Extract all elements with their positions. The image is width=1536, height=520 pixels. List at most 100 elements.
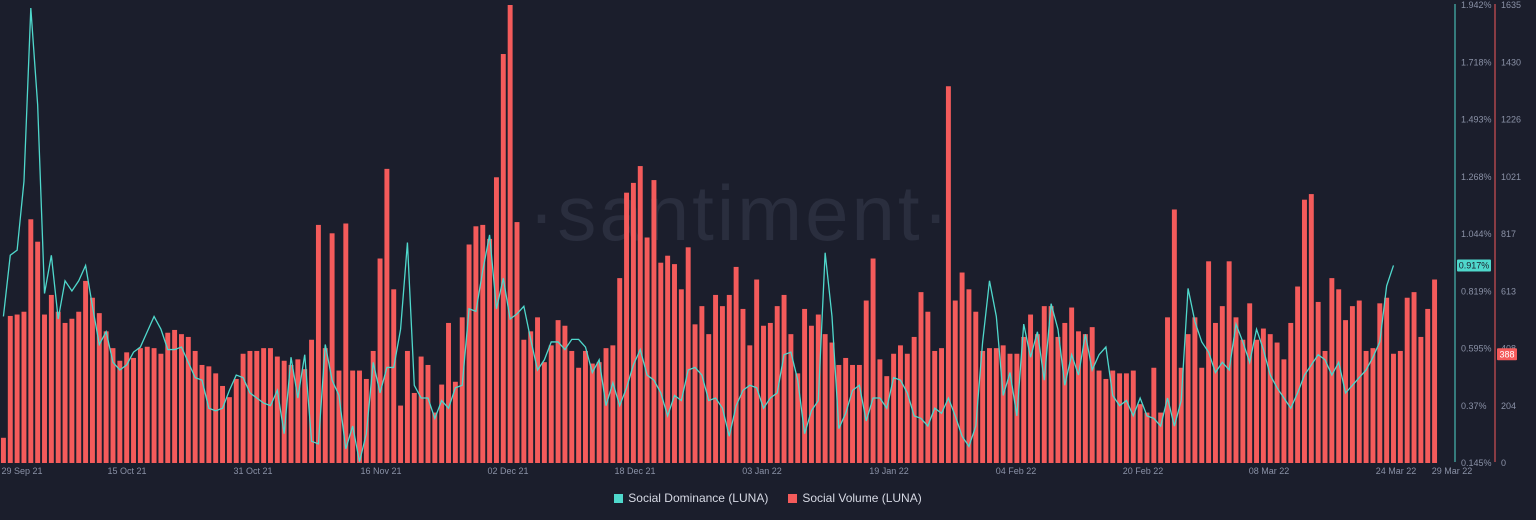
social-volume-bar	[1267, 334, 1273, 463]
social-volume-bar	[1028, 314, 1034, 463]
social-volume-bar	[939, 348, 945, 463]
social-volume-bar	[1288, 322, 1294, 463]
social-volume-bar	[131, 357, 136, 463]
social-volume-bar	[1076, 331, 1081, 463]
social-volume-bar	[1274, 342, 1280, 463]
social-volume-bar	[959, 272, 965, 463]
social-volume-bar	[870, 258, 876, 463]
social-volume-bar	[980, 350, 986, 463]
social-volume-bar	[288, 364, 294, 463]
social-volume-bar	[151, 348, 157, 463]
volume-tick-label: 204	[1501, 401, 1516, 411]
dominance-current-value: 0.917%	[1459, 261, 1490, 271]
social-volume-bar	[69, 318, 75, 463]
social-volume-bar	[1000, 345, 1006, 463]
social-volume-bar	[1233, 317, 1239, 463]
social-volume-bar	[1240, 339, 1246, 463]
legend-item-social-volume[interactable]: Social Volume (LUNA)	[788, 491, 922, 505]
social-volume-bar	[528, 331, 534, 463]
social-volume-bar	[1329, 278, 1335, 463]
social-volume-bar	[699, 306, 705, 463]
social-volume-bar	[363, 378, 369, 463]
social-volume-bar	[446, 322, 451, 463]
social-volume-bar	[541, 362, 547, 463]
dominance-current-badge	[1457, 259, 1491, 272]
social-volume-bar	[281, 360, 287, 463]
social-volume-bar	[1096, 370, 1102, 463]
social-volume-bar	[754, 279, 760, 463]
social-volume-bar	[322, 348, 328, 463]
social-volume-bar	[384, 168, 390, 463]
social-volume-bar	[1171, 209, 1177, 463]
social-volume-bar	[822, 334, 828, 463]
social-volume-bar	[788, 334, 794, 463]
social-volume-bar	[274, 356, 280, 463]
social-volume-bar	[891, 353, 897, 463]
legend-item-social-dominance[interactable]: Social Dominance (LUNA)	[614, 491, 768, 505]
social-volume-bar	[651, 180, 657, 463]
social-volume-bar	[1219, 306, 1225, 463]
social-volume-bar	[240, 353, 246, 463]
social-volume-bar	[1137, 404, 1143, 463]
social-volume-bar	[206, 366, 212, 463]
social-volume-bar	[1370, 348, 1376, 463]
volume-tick-label: 1226	[1501, 115, 1521, 125]
social-volume-bar	[863, 300, 869, 463]
social-volume-bar	[1418, 336, 1424, 463]
social-volume-bar	[48, 294, 54, 463]
dominance-tick-label: 1.718%	[1461, 57, 1492, 67]
social-volume-bar	[1192, 317, 1198, 463]
social-volume-bar	[644, 237, 650, 463]
social-volume-bar	[884, 376, 890, 463]
social-volume-bar	[452, 381, 458, 463]
social-volume-bar	[1048, 306, 1054, 463]
social-volume-bar	[28, 219, 34, 463]
social-volume-bar	[377, 258, 383, 463]
social-volume-bar	[850, 364, 855, 463]
social-volume-bar	[1384, 297, 1390, 463]
social-volume-bar	[343, 223, 349, 463]
social-volume-bar	[199, 364, 205, 463]
dominance-tick-label: 1.493%	[1461, 115, 1492, 125]
social-volume-bar	[55, 311, 61, 463]
social-volume-bar	[1199, 367, 1205, 463]
social-volume-bar	[309, 339, 315, 463]
social-volume-bar	[487, 238, 493, 463]
social-volume-bar	[1117, 373, 1123, 463]
x-tick-label: 02 Dec 21	[487, 466, 528, 476]
social-volume-bar	[1425, 308, 1431, 463]
social-volume-bar	[439, 384, 445, 463]
social-volume-bar	[665, 255, 671, 463]
social-volume-bar	[918, 292, 924, 463]
social-volume-bar	[1062, 322, 1068, 463]
social-volume-bar	[1021, 336, 1027, 463]
social-volume-bar	[254, 350, 260, 463]
chart-legend: Social Dominance (LUNA) Social Volume (L…	[0, 491, 1536, 505]
dominance-tick-label: 0.37%	[1461, 401, 1487, 411]
social-volume-bar	[1281, 359, 1287, 463]
social-volume-bar	[1363, 350, 1369, 463]
social-volume-bar	[1185, 334, 1191, 463]
social-volume-bar	[0, 437, 6, 463]
social-volume-bar	[233, 378, 239, 463]
social-volume-bar	[137, 348, 143, 463]
x-tick-label: 18 Dec 21	[614, 466, 655, 476]
social-volume-bar	[761, 325, 766, 463]
social-volume-bar	[1404, 297, 1410, 463]
social-volume-bar	[35, 241, 41, 463]
santiment-watermark: ·santiment·	[528, 169, 951, 257]
social-volume-bar	[987, 348, 992, 463]
social-volume-bar	[672, 264, 677, 463]
volume-current-badge	[1497, 348, 1517, 361]
social-volume-bar	[432, 412, 438, 463]
social-volume-bar	[911, 336, 917, 463]
social-volume-bar	[795, 373, 801, 463]
social-volume-bar	[117, 360, 123, 463]
social-volume-bar	[213, 373, 219, 463]
social-volume-bar	[774, 306, 780, 463]
social-volume-bar	[144, 346, 150, 463]
social-volume-bar	[76, 311, 82, 463]
social-volume-bar	[1295, 286, 1301, 463]
social-volume-bar	[1226, 261, 1232, 463]
social-volume-bar	[192, 350, 198, 463]
